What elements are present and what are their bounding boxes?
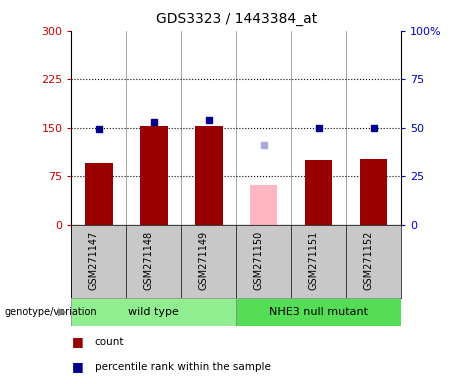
Bar bbox=[85, 163, 112, 225]
Text: ▶: ▶ bbox=[58, 307, 66, 317]
Text: GSM271147: GSM271147 bbox=[89, 230, 99, 290]
Bar bbox=[140, 126, 168, 225]
Bar bbox=[305, 160, 332, 225]
Text: NHE3 null mutant: NHE3 null mutant bbox=[269, 307, 368, 317]
Title: GDS3323 / 1443384_at: GDS3323 / 1443384_at bbox=[156, 12, 317, 25]
Bar bbox=[360, 159, 387, 225]
Text: genotype/variation: genotype/variation bbox=[5, 307, 97, 317]
Text: percentile rank within the sample: percentile rank within the sample bbox=[95, 362, 271, 372]
Text: wild type: wild type bbox=[129, 307, 179, 317]
Text: ■: ■ bbox=[71, 335, 83, 348]
Text: count: count bbox=[95, 337, 124, 347]
Bar bbox=[250, 185, 278, 225]
Text: GSM271150: GSM271150 bbox=[254, 230, 264, 290]
Text: ■: ■ bbox=[71, 360, 83, 373]
Text: GSM271149: GSM271149 bbox=[199, 230, 209, 290]
Bar bbox=[236, 298, 401, 326]
Text: GSM271152: GSM271152 bbox=[364, 230, 373, 290]
Text: GSM271151: GSM271151 bbox=[309, 230, 319, 290]
Bar bbox=[71, 298, 236, 326]
Bar bbox=[195, 126, 223, 225]
Text: GSM271148: GSM271148 bbox=[144, 230, 154, 290]
